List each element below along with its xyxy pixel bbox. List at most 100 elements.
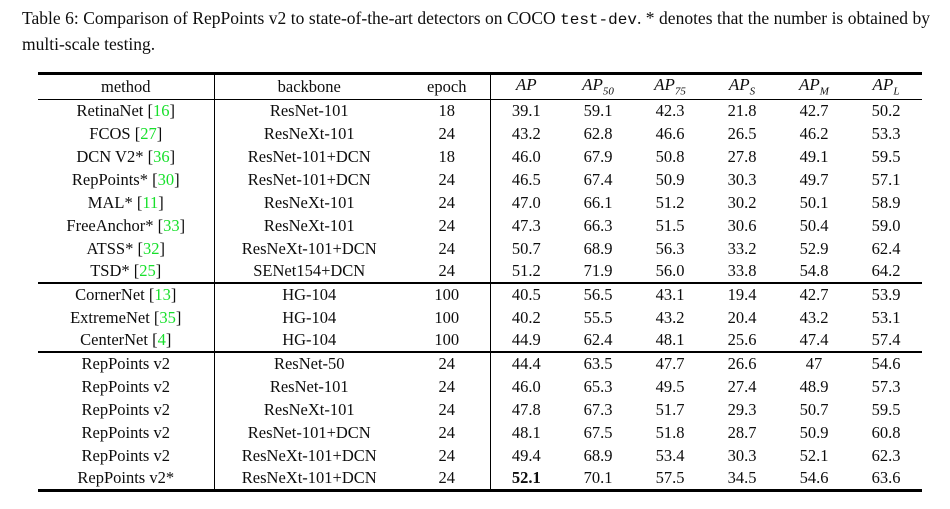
table-row: RepPoints v2 ResNet-50 24 44.4 63.5 47.7… — [38, 352, 922, 376]
table-row: RepPoints v2 ResNeXt-101+DCN 24 49.4 68.… — [38, 444, 922, 468]
table-row: TSD* [25] SENet154+DCN 24 51.2 71.9 56.0… — [38, 260, 922, 284]
method-name: FCOS — [89, 123, 131, 143]
caption-text-after: . * denotes that the number is obtained … — [22, 8, 930, 54]
ap-value-cell: 47.8 — [511, 399, 541, 419]
epoch-cell: 24 — [404, 168, 491, 192]
backbone-cell: ResNet-101+DCN — [247, 169, 371, 189]
citation-brackets: [13] — [144, 285, 177, 305]
table-row: RepPoints v2 ResNeXt-101 24 47.8 67.3 51… — [38, 398, 922, 422]
citation-link[interactable]: 36 — [153, 146, 170, 166]
method-name: ExtremeNet — [70, 307, 150, 327]
ap75-value-cell: 56.3 — [655, 238, 685, 258]
citation-brackets: [36] — [143, 146, 176, 166]
table-row: RepPoints v2 ResNet-101 24 46.0 65.3 49.… — [38, 375, 922, 399]
citation-link[interactable]: 4 — [157, 330, 166, 350]
apm-value-cell: 47.4 — [799, 330, 829, 350]
table-row: MAL* [11] ResNeXt-101 24 47.0 66.1 51.2 … — [38, 191, 922, 215]
backbone-cell: ResNeXt-101+DCN — [241, 445, 377, 465]
table-row: RepPoints v2 ResNet-101+DCN 24 48.1 67.5… — [38, 421, 922, 445]
ap75-value-cell: 47.7 — [655, 354, 685, 374]
apm-value-cell: 42.7 — [799, 285, 829, 305]
apl-value-cell: 53.1 — [871, 307, 901, 327]
epoch-cell: 24 — [404, 352, 491, 376]
epoch-cell: 24 — [404, 467, 491, 491]
apm-value-cell: 54.8 — [799, 261, 829, 281]
ap-value-cell: 51.2 — [511, 261, 541, 281]
ap75-value-cell: 51.2 — [655, 192, 685, 212]
aps-value-cell: 21.8 — [727, 100, 757, 120]
citation-brackets: [25] — [129, 261, 162, 281]
epoch-cell: 100 — [404, 306, 491, 330]
ap-value-cell: 39.1 — [511, 100, 541, 120]
method-name: DCN V2* — [76, 146, 144, 166]
apm-value-cell: 48.9 — [799, 376, 829, 396]
ap75-value-cell: 43.2 — [655, 307, 685, 327]
backbone-cell: ResNet-101 — [269, 100, 349, 120]
aps-value-cell: 26.5 — [727, 123, 757, 143]
apl-value-cell: 59.0 — [871, 215, 901, 235]
table-row: FreeAnchor* [33] ResNeXt-101 24 47.3 66.… — [38, 214, 922, 238]
aps-value-cell: 30.3 — [727, 445, 757, 465]
column-header-ap: AP — [515, 75, 537, 95]
apl-value-cell: 59.5 — [871, 399, 901, 419]
method-cell: RepPoints v2 — [38, 398, 215, 422]
backbone-cell: ResNeXt-101 — [263, 192, 355, 212]
epoch-cell: 24 — [404, 375, 491, 399]
apl-value-cell: 50.2 — [871, 100, 901, 120]
citation-link[interactable]: 25 — [139, 261, 156, 281]
citation-link[interactable]: 13 — [154, 285, 171, 305]
method-cell: RepPoints v2 — [38, 421, 215, 445]
epoch-cell: 100 — [404, 283, 491, 307]
ap75-value-cell: 51.8 — [655, 422, 685, 442]
epoch-cell: 24 — [404, 260, 491, 284]
backbone-cell: ResNet-101 — [269, 376, 349, 396]
ap50-value-cell: 66.1 — [583, 192, 613, 212]
method-cell: FreeAnchor* [33] — [38, 214, 215, 238]
aps-value-cell: 27.8 — [727, 146, 757, 166]
ap75-value-cell: 57.5 — [655, 467, 685, 487]
ap-value-cell: 43.2 — [511, 123, 541, 143]
table-row: CenterNet [4] HG-104 100 44.9 62.4 48.1 … — [38, 329, 922, 353]
aps-value-cell: 26.6 — [727, 354, 757, 374]
table-row: RepPoints v2* ResNeXt-101+DCN 24 52.1 70… — [38, 467, 922, 491]
apl-value-cell: 53.9 — [871, 285, 901, 305]
table-group: RepPoints v2 ResNet-50 24 44.4 63.5 47.7… — [38, 352, 922, 491]
backbone-cell: ResNet-101+DCN — [247, 422, 371, 442]
aps-value-cell: 28.7 — [727, 422, 757, 442]
backbone-cell: HG-104 — [282, 330, 337, 350]
citation-link[interactable]: 16 — [153, 100, 170, 120]
ap75-value-cell: 49.5 — [655, 376, 685, 396]
epoch-cell: 24 — [404, 191, 491, 215]
method-name: CenterNet — [80, 330, 148, 350]
ap50-value-cell: 68.9 — [583, 238, 613, 258]
ap50-value-cell: 56.5 — [583, 285, 613, 305]
table-header: method backbone epoch AP AP50 AP75 APS A… — [38, 73, 922, 100]
apl-value-cell: 62.3 — [871, 445, 901, 465]
caption-text-before: Table 6: Comparison of RepPoints v2 to s… — [22, 8, 561, 28]
citation-link[interactable]: 32 — [142, 238, 160, 258]
ap75-value-cell: 53.4 — [655, 445, 685, 465]
table-row: ExtremeNet [35] HG-104 100 40.2 55.5 43.… — [38, 306, 922, 330]
apm-value-cell: 42.7 — [799, 100, 829, 120]
table-row: FCOS [27] ResNeXt-101 24 43.2 62.8 46.6 … — [38, 122, 922, 146]
ap-value-cell: 40.2 — [511, 307, 541, 327]
table-group: RetinaNet [16] ResNet-101 18 39.1 59.1 4… — [38, 99, 922, 284]
aps-value-cell: 33.8 — [727, 261, 757, 281]
method-name: RepPoints* — [71, 169, 148, 189]
backbone-cell: ResNet-50 — [273, 354, 345, 374]
apl-value-cell: 64.2 — [871, 261, 901, 281]
apl-value-cell: 63.6 — [871, 467, 901, 487]
citation-link[interactable]: 11 — [142, 192, 159, 212]
citation-link[interactable]: 33 — [163, 215, 180, 235]
method-name: RepPoints v2 — [81, 445, 170, 465]
method-name: RetinaNet — [76, 100, 144, 120]
citation-link[interactable]: 35 — [159, 307, 176, 327]
backbone-cell: ResNeXt-101 — [263, 215, 355, 235]
apm-value-cell: 52.9 — [799, 238, 829, 258]
backbone-cell: ResNeXt-101 — [263, 399, 355, 419]
epoch-cell: 18 — [404, 99, 491, 123]
method-cell: CornerNet [13] — [38, 283, 215, 307]
citation-link[interactable]: 30 — [157, 169, 175, 189]
ap50-value-cell: 68.9 — [583, 445, 613, 465]
citation-link[interactable]: 27 — [140, 123, 157, 143]
